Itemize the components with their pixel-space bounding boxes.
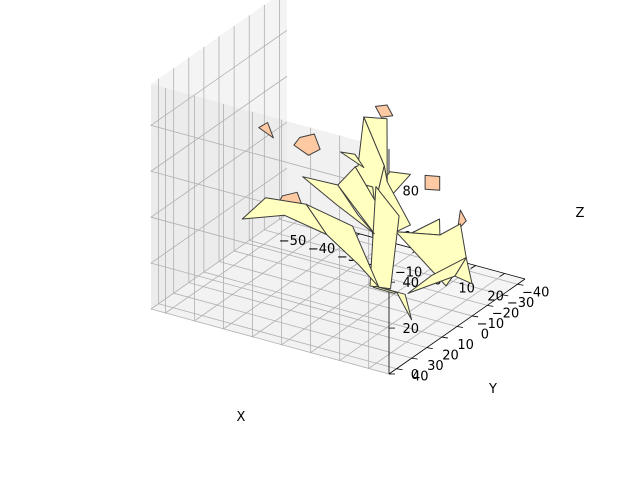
- y-tick-label: 0: [481, 328, 489, 343]
- bud-polygon-1: [293, 133, 321, 156]
- grid-z: [150, 213, 390, 375]
- x-tick-label: −10: [395, 266, 422, 281]
- y-tick-mark: [411, 357, 418, 360]
- z-tick-label: 0: [411, 368, 419, 383]
- y-tick-label: 10: [457, 338, 474, 353]
- y-axis-label: Y: [488, 382, 497, 397]
- y-tick-mark: [441, 336, 448, 339]
- grid-z: [150, 121, 390, 283]
- y-tick-mark: [487, 304, 494, 307]
- z-tick-label: 80: [402, 184, 419, 199]
- z-tick-label: 40: [402, 276, 419, 291]
- y-tick-mark: [502, 294, 509, 297]
- x-tick-label: −50: [279, 234, 306, 249]
- y-tick-label: 30: [427, 359, 444, 374]
- x-tick-label: 10: [458, 282, 475, 297]
- z-tick-label: 20: [402, 322, 419, 337]
- y-tick-label: −20: [492, 306, 519, 321]
- x-tick-mark: [499, 273, 505, 277]
- grid-z: [150, 167, 390, 329]
- z-axis-label: Z: [576, 206, 585, 221]
- leaf-polygon-13: [369, 186, 400, 290]
- y-tick-mark: [456, 326, 464, 328]
- leaf-polygon-15: [340, 151, 365, 168]
- y-tick-label: −40: [522, 285, 549, 300]
- bud-polygon-2: [258, 122, 274, 139]
- bud-polygon-4: [424, 174, 441, 191]
- y-tick-mark: [396, 368, 403, 371]
- plant-mesh: [241, 104, 473, 321]
- leaf-polygon-10: [407, 257, 467, 294]
- y-tick-label: 20: [442, 349, 459, 364]
- y-tick-label: −30: [507, 296, 534, 311]
- y-tick-label: −10: [477, 317, 504, 332]
- x-tick-mark: [470, 265, 476, 269]
- leaf-polygon-12: [372, 285, 398, 294]
- leaf-polygon-2: [302, 176, 375, 235]
- x-tick-label: 20: [487, 289, 504, 304]
- leaf-polygon-0: [241, 197, 328, 235]
- y-tick-mark: [426, 347, 433, 350]
- y-tick-mark: [517, 283, 524, 286]
- y-tick-mark: [472, 315, 479, 318]
- bud-polygon-3: [374, 104, 394, 118]
- x-axis-label: X: [237, 410, 246, 425]
- y-tick-label: 40: [412, 370, 429, 385]
- grid-lines: [150, 0, 518, 375]
- x-tick-label: −40: [308, 242, 335, 257]
- grid-z: [150, 29, 390, 191]
